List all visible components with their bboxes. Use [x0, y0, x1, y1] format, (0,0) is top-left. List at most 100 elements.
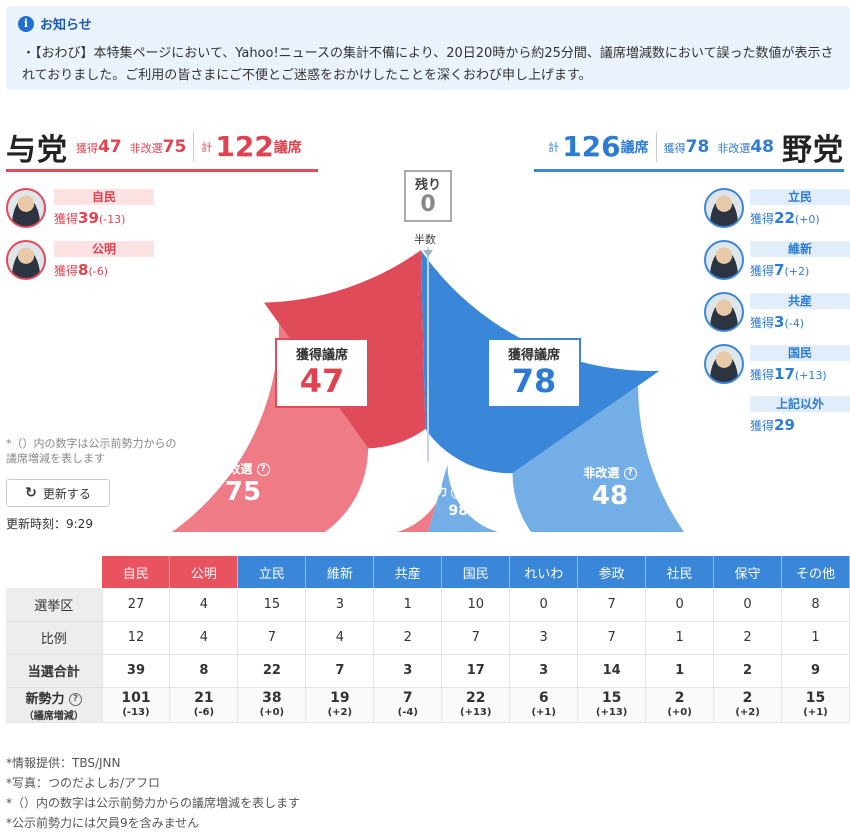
footer-line: *情報提供：TBS/JNN [6, 756, 121, 770]
col-header: 社民 [645, 556, 715, 588]
half-marker [423, 250, 433, 257]
help-icon[interactable]: ? [623, 467, 637, 480]
delta: (+2) [784, 265, 810, 278]
won-seat-label: 獲得議席 [295, 348, 348, 363]
ruling-nonre-segment [172, 323, 369, 532]
party-cdp: 立民 獲得22(+0) [704, 188, 850, 228]
delta: (-6) [88, 265, 109, 278]
refresh-label: 更新する [42, 486, 91, 501]
help-icon[interactable]: ? [450, 485, 464, 499]
party-name: 公明 [54, 241, 154, 257]
opp-nonre-label: 非改選 [717, 141, 751, 155]
opp-nonre-block: 非改選 ? 48 [576, 464, 644, 511]
new-delta: (+2) [327, 707, 353, 718]
won-count: 3 [774, 313, 785, 331]
delta: (+0) [794, 213, 820, 226]
party-jcp: 共産 獲得3(-4) [704, 292, 850, 332]
opp-total: 126 [562, 130, 621, 163]
new-value: 21 [194, 690, 214, 706]
won-label: 獲得 [750, 212, 775, 226]
table-cell: 7 [305, 654, 375, 688]
divider [655, 131, 657, 162]
table-cell: 7 [441, 621, 511, 655]
avatar [6, 188, 46, 228]
new-value: 7 [402, 690, 413, 706]
table-cell: 6 (+1) [509, 687, 579, 723]
won-count: 7 [774, 261, 785, 279]
opp-won-label: 獲得 [663, 141, 686, 155]
ruling-won-box: 獲得議席 47 [275, 338, 369, 408]
pre-label: 公示前勢力 [392, 485, 448, 498]
delta: (+13) [794, 369, 827, 382]
table-cell: 12 [102, 621, 171, 655]
row-label: 新勢力 [25, 691, 65, 707]
pre-election-block: 公示前勢力 ? 141 98 [386, 483, 470, 519]
new-delta: (+1) [531, 707, 556, 718]
table-cell: 15 [237, 588, 307, 622]
info-icon: i [18, 15, 34, 32]
table-cell: 7 [577, 588, 647, 622]
refresh-button[interactable]: ↻ 更新する [6, 479, 110, 507]
help-icon[interactable]: ? [69, 692, 83, 706]
table-row-total: 当選合計 39 8 22 7 3 17 3 14 1 2 9 [6, 654, 850, 688]
new-delta: (+0) [259, 707, 285, 718]
table-cell: 2 [373, 621, 443, 655]
opp-total-unit: 議席 [620, 139, 649, 156]
won-label: 獲得 [54, 264, 79, 278]
delta: (-4) [784, 317, 805, 330]
party-name: 維新 [750, 241, 850, 257]
table-cell: 0 [713, 588, 783, 622]
ruling-nonre-value: 75 [224, 477, 262, 507]
new-delta: (+13) [460, 707, 492, 718]
col-header: 共産 [373, 556, 443, 588]
refresh-icon: ↻ [25, 485, 37, 501]
won-count: 39 [78, 209, 99, 227]
remaining-label: 残り [414, 178, 441, 193]
ruling-name: 与党 [6, 132, 68, 168]
opp-won-value: 78 [511, 362, 557, 400]
footer-line: *写真：つのだよしお/アフロ [6, 776, 161, 790]
footer-line: *公示前勢力には欠員9を含みません [6, 816, 200, 830]
col-header: 国民 [441, 556, 511, 588]
table-cell: 4 [169, 588, 239, 622]
new-value: 15 [601, 690, 622, 706]
party-ldp: 自民 獲得39(-13) [6, 188, 154, 228]
ruling-total-unit: 議席 [273, 139, 302, 156]
results-table: 自民 公明 立民 維新 共産 国民 れいわ 参政 社民 保守 その他 選挙区 2… [6, 556, 850, 723]
party-dpfp: 国民 獲得17(+13) [704, 344, 850, 384]
won-label: 獲得 [54, 212, 79, 226]
opp-won-box: 獲得議席 78 [487, 338, 581, 408]
table-cell: 3 [509, 621, 579, 655]
opp-nonre-value: 48 [591, 481, 629, 511]
table-cell: 4 [169, 621, 239, 655]
col-header: 自民 [102, 556, 171, 588]
won-seat-label: 獲得議席 [507, 348, 560, 363]
table-row-district: 選挙区 27 4 15 3 1 10 0 7 0 0 8 [6, 588, 850, 622]
notice-panel: i お知らせ ・【おわび】本特集ページにおいて、Yahoo!ニュースの集計不備に… [6, 6, 850, 90]
ruling-total-label: 計 [201, 140, 213, 154]
row-label: 比例 [6, 621, 103, 655]
table-cell: 3 [305, 588, 375, 622]
new-value: 22 [466, 690, 486, 706]
table-cell: 2 [713, 621, 783, 655]
new-value: 15 [805, 690, 826, 706]
opp-nonre: 48 [750, 136, 774, 157]
updated-time: 更新時刻：9:29 [6, 517, 93, 531]
help-icon[interactable]: ? [256, 463, 270, 476]
table-cell: 10 [441, 588, 511, 622]
ruling-won: 47 [98, 136, 122, 157]
row-label: 当選合計 [6, 654, 103, 688]
new-delta: (-4) [397, 707, 418, 718]
new-value: 6 [538, 690, 549, 706]
notice-body: ・【おわび】本特集ページにおいて、Yahoo!ニュースの集計不備により、20日2… [22, 46, 834, 83]
new-delta: (-6) [193, 707, 215, 718]
party-others: 上記以外 獲得29 [750, 396, 850, 434]
table-cell: 2 [713, 654, 783, 688]
new-delta: (+1) [803, 707, 828, 718]
won-count: 29 [774, 416, 795, 434]
won-count: 8 [78, 261, 89, 279]
won-label: 獲得 [750, 419, 775, 433]
table-cell: 3 [373, 654, 443, 688]
table-row-pr: 比例 12 4 7 4 2 7 3 7 1 2 1 [6, 621, 850, 655]
table-cell: 4 [305, 621, 375, 655]
